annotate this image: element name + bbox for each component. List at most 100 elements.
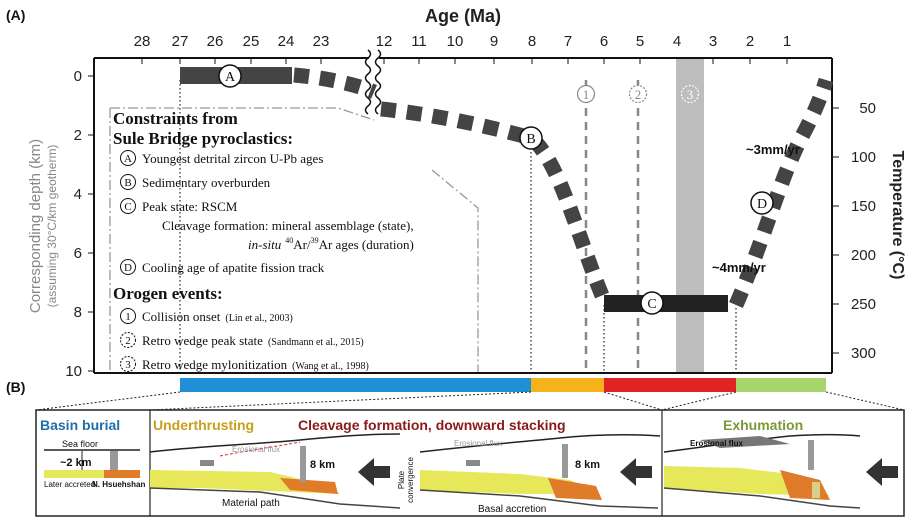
plate-convergence-label-1: Plate — [397, 470, 406, 489]
plot-frame — [88, 57, 839, 374]
left-axis-subtitle: (assuming 30°C/km geotherm) — [45, 145, 59, 308]
stage-bar-underthrusting — [531, 378, 604, 392]
erosional-flux-label-1: Erosional flux — [232, 445, 280, 454]
orogen-3-text: Retro wedge mylonitization (Wang et al., … — [142, 357, 369, 372]
legend-c-icon — [120, 198, 136, 214]
cleavage-iso1: 40 — [285, 236, 293, 245]
top-tick-label: 11 — [411, 33, 427, 50]
right-axis-title: Temperature (°C) — [889, 151, 906, 280]
left-tick-label: 8 — [74, 304, 82, 321]
orogen-1-number: 1 — [125, 311, 131, 323]
top-tick-label: 7 — [564, 33, 572, 50]
stage-title-basin: Basin burial — [40, 417, 120, 433]
sea-floor-label: Sea floor — [62, 439, 98, 449]
depth-2km-label: ~2 km — [60, 457, 92, 469]
orogen-1-ref: (Lin et al., 2003) — [225, 313, 292, 324]
underthrusting-sketch: Erosional flux 8 km Material path — [149, 433, 401, 509]
point-d-label: D — [757, 197, 767, 212]
axis-break-icon — [364, 49, 382, 115]
legend-a-icon — [120, 150, 136, 166]
right-tick-labels: 50 100 150 200 250 300 — [851, 100, 876, 362]
basal-accretion-label: Basal accretion — [478, 504, 546, 515]
rate-label-exhumation-lower: ~4mm/yr — [712, 260, 766, 275]
peak-state-bar — [604, 295, 728, 312]
constraints-subtitle: Sule Bridge pyroclastics: — [113, 129, 293, 148]
stage-titles: Basin burial Underthrusting Cleavage for… — [40, 417, 803, 433]
cleavage-iso2: 39 — [311, 236, 319, 245]
basin-sketch: Sea floor ~2 km Later accreted N. Hsuehs… — [44, 439, 145, 489]
left-tick-label: 2 — [74, 127, 82, 144]
orogen-2-ref: (Sandmann et al., 2015) — [268, 337, 364, 348]
right-tick-label: 300 — [851, 345, 876, 362]
event-marker-3: 3 — [687, 87, 694, 102]
event-marker-1-icon — [576, 84, 596, 104]
top-tick-label: 1 — [783, 33, 791, 50]
orogen-3-label: Retro wedge mylonitization — [142, 357, 288, 372]
point-labels: A B C D — [218, 64, 774, 315]
dotted-guides — [179, 80, 737, 372]
top-tick-label: 9 — [490, 33, 498, 50]
point-c-label: C — [647, 297, 656, 312]
n-hsuehshan-label: N. Hsuehshan — [92, 480, 145, 489]
plate-convergence-label-2: convergence — [406, 457, 415, 503]
panel-a-label: (A) — [6, 7, 25, 23]
top-tick-label: 26 — [207, 33, 224, 50]
orogen-3-number: 3 — [125, 359, 131, 371]
legend-d-letter: D — [124, 262, 132, 274]
panel-b-frame — [35, 409, 905, 517]
cleavage-text-line1: Cleavage formation: mineral assemblage (… — [162, 218, 414, 233]
legend-a-text: Youngest detrital zircon U-Pb ages — [142, 151, 323, 166]
legend-c-letter: C — [124, 201, 131, 213]
event-marker-3-icon — [680, 84, 700, 104]
left-tick-label: 10 — [65, 363, 82, 380]
burial-path-dashed-2 — [380, 101, 611, 303]
point-c-icon — [640, 291, 664, 315]
right-tick-label: 250 — [851, 296, 876, 313]
top-tick-label: 6 — [600, 33, 608, 50]
orogen-1-icon — [120, 308, 136, 324]
mylonitization-band — [676, 59, 704, 372]
orogen-1-text: Collision onset (Lin et al., 2003) — [142, 309, 293, 324]
top-tick-label: 8 — [528, 33, 536, 50]
orogen-2-label: Retro wedge peak state — [142, 333, 263, 348]
depth-8km-label-2: 8 km — [575, 459, 600, 471]
left-axis-title: Corresponding depth (km) — [27, 139, 44, 313]
orogen-3-icon — [120, 356, 136, 372]
right-tick-label: 200 — [851, 247, 876, 264]
erosional-flux-label-2: Erosional flux — [454, 439, 502, 448]
exhumation-sketch: Erosional flux — [663, 433, 898, 509]
event-markers: 1 2 3 — [576, 84, 700, 104]
panel-b-label: (B) — [6, 379, 25, 395]
cleavage-ar: Ar/ — [293, 237, 311, 252]
top-tick-label: 28 — [134, 33, 151, 50]
top-tick-label: 5 — [636, 33, 644, 50]
depth-8km-label-1: 8 km — [310, 459, 335, 471]
material-path-label: Material path — [222, 498, 280, 509]
top-tick-label: 3 — [709, 33, 717, 50]
stage-bar-cleavage — [604, 378, 736, 392]
legend-d-icon — [120, 259, 136, 275]
left-tick-label: 4 — [74, 186, 82, 203]
legend-d-text: Cooling age of apatite fission track — [142, 260, 325, 275]
top-tick-label: 24 — [278, 33, 295, 50]
top-tick-labels: 28 27 26 25 24 23 12 11 10 9 8 7 6 5 4 3… — [134, 33, 792, 50]
stage-title-underthrusting: Underthrusting — [153, 417, 254, 433]
point-b-icon — [519, 126, 543, 150]
later-accreted-label: Later accreted — [44, 480, 95, 489]
point-b-label: B — [526, 132, 535, 147]
orogen-1-label: Collision onset — [142, 309, 221, 324]
event-marker-2: 2 — [635, 87, 642, 102]
event-marker-2-icon — [628, 84, 648, 104]
erosional-flux-label-3: Erosional flux — [690, 439, 743, 448]
orogen-2-number: 2 — [125, 335, 131, 347]
constraints-box — [109, 107, 479, 372]
left-tick-label: 0 — [74, 68, 82, 85]
orogen-3-ref: (Wang et al., 1998) — [292, 361, 369, 372]
constraints-legend: Constraints from Sule Bridge pyroclastic… — [113, 109, 414, 372]
right-tick-label: 150 — [851, 198, 876, 215]
stage-connectors — [35, 391, 905, 411]
stage-title-cleavage: Cleavage formation, downward stacking — [298, 417, 566, 433]
exhumation-path — [729, 77, 834, 308]
top-tick-label: 25 — [243, 33, 260, 50]
